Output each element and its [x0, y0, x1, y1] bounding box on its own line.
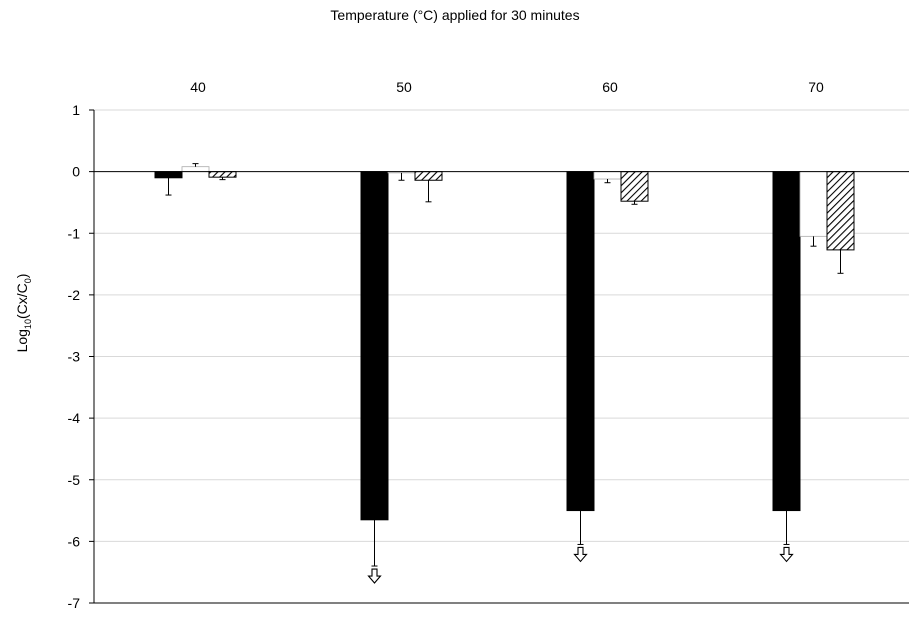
below-detection-arrow-icon	[779, 546, 794, 563]
bar	[154, 171, 183, 179]
chart-title: Temperature (°C) applied for 30 minutes	[330, 7, 579, 23]
y-tick-label: -6	[68, 533, 81, 549]
x-category-label: 60	[602, 79, 618, 95]
x-category-label: 50	[396, 79, 412, 95]
bar	[208, 171, 237, 178]
bar	[566, 171, 595, 512]
bar	[360, 171, 389, 521]
bar	[826, 171, 855, 251]
bars	[154, 163, 855, 584]
bar	[799, 171, 828, 237]
x-axis-categories: 40 50 60 70	[190, 79, 824, 95]
y-tick-label: -5	[68, 472, 81, 488]
y-tick-label: 1	[72, 102, 80, 118]
gridlines	[94, 109, 909, 604]
bar	[414, 171, 443, 181]
x-category-label: 70	[808, 79, 824, 95]
y-axis-ticks: 1 0 -1 -2 -3 -4 -5 -6 -7	[68, 102, 81, 611]
y-tick-label: -1	[68, 225, 81, 241]
y-tick-label: -2	[68, 287, 81, 303]
bar	[181, 166, 210, 173]
y-tick-label: 0	[72, 164, 80, 180]
below-detection-arrow-icon	[367, 568, 382, 584]
y-tick-label: -3	[68, 349, 81, 365]
below-detection-arrow-icon	[573, 546, 588, 563]
y-tick-label: -4	[68, 410, 81, 426]
bar	[620, 171, 649, 202]
axes	[89, 109, 909, 604]
y-tick-label: -7	[68, 595, 81, 611]
bar	[593, 171, 622, 180]
y-axis-label: Log10(Cx/C0)	[14, 274, 33, 353]
x-category-label: 40	[190, 79, 206, 95]
bar	[772, 171, 801, 512]
